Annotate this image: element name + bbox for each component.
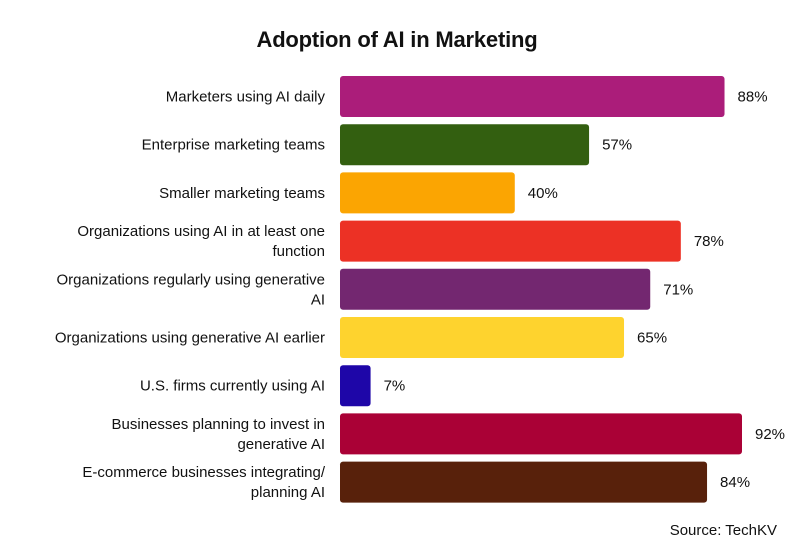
category-label-marketers-using-ai-daily: Marketers using AI daily [166, 89, 326, 106]
category-label-organizations-using-ai-in-at-least-one-function: Organizations using AI in at least one fu… [77, 223, 325, 260]
bar-e-commerce-businesses-integrating-planning-ai [340, 461, 708, 503]
category-label-u-s-firms-currently-using-ai: U.S. firms currently using AI [140, 378, 325, 395]
bar-businesses-planning-to-invest-in-generative-ai [340, 413, 742, 455]
bar-marketers-using-ai-daily [340, 76, 725, 117]
chart-title: Adoption of AI in Marketing [256, 27, 538, 52]
bar-smaller-marketing-teams [340, 172, 515, 214]
value-label-organizations-regularly-using-generative-ai: 71% [663, 281, 693, 298]
category-label-e-commerce-businesses-integrating-planning-ai: E-commerce businesses integrating/planni… [82, 464, 325, 501]
category-label-organizations-regularly-using-generative-ai: Organizations regularly using generative… [57, 271, 325, 308]
category-label-organizations-using-generative-ai-earlier: Organizations using generative AI earlie… [55, 330, 325, 347]
category-label-enterprise-marketing-teams: Enterprise marketing teams [142, 137, 325, 154]
bar-enterprise-marketing-teams [340, 124, 590, 166]
bar-organizations-using-ai-in-at-least-one-function [340, 220, 681, 262]
bars-layer [340, 76, 742, 503]
value-label-marketers-using-ai-daily: 88% [738, 89, 768, 106]
value-label-u-s-firms-currently-using-ai: 7% [384, 378, 406, 395]
value-label-organizations-using-generative-ai-earlier: 65% [637, 330, 667, 347]
category-label-smaller-marketing-teams: Smaller marketing teams [159, 185, 325, 202]
bar-organizations-using-generative-ai-earlier [340, 317, 625, 358]
category-label-businesses-planning-to-invest-in-generative-ai: Businesses planning to invest in generati… [112, 416, 325, 453]
bar-organizations-regularly-using-generative-ai [340, 268, 651, 310]
value-label-enterprise-marketing-teams: 57% [602, 137, 632, 154]
value-label-smaller-marketing-teams: 40% [528, 185, 558, 202]
value-label-businesses-planning-to-invest-in-generative-ai: 92% [755, 426, 785, 443]
bar-u-s-firms-currently-using-ai [340, 365, 371, 407]
source-note: Source: TechKV [669, 522, 777, 539]
value-label-organizations-using-ai-in-at-least-one-function: 78% [694, 233, 724, 250]
labels-layer: 88% Marketers using AI daily 57% Enterprise… [55, 89, 785, 502]
value-label-e-commerce-businesses-integrating-planning-ai: 84% [720, 474, 750, 491]
